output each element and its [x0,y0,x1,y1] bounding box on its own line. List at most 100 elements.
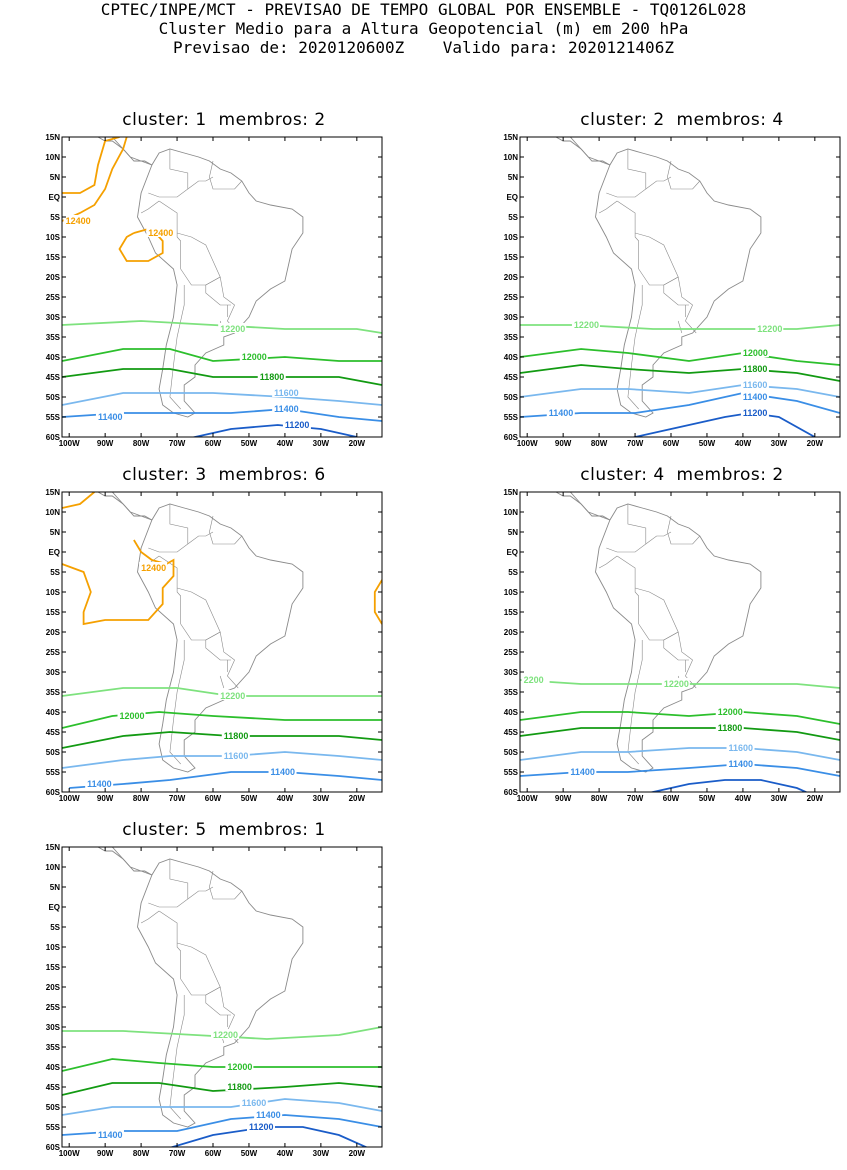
lon-tick-label: 50W [699,439,716,448]
lat-tick-label: 40S [46,1063,61,1072]
header-line-1: CPTEC/INPE/MCT - PREVISAO DE TEMPO GLOBA… [100,0,747,19]
coastline [137,858,304,1128]
lat-tick-label: 10N [503,508,518,517]
country-border [180,268,221,286]
cluster-panel-5: cluster: 5 membros: 1 11200 11400 11400 1160… [22,820,383,1170]
country-border [638,623,679,641]
lon-tick-label: 20W [807,439,824,448]
lat-tick-label: 50S [504,748,519,757]
lat-tick-label: 40S [504,708,519,717]
lat-tick-label: 55S [46,1123,61,1132]
lat-tick-label: 40S [504,353,519,362]
country-border [169,995,185,1120]
contour-label: 11200 [743,408,768,418]
lon-tick-label: 40W [735,794,752,803]
contour-12400 [62,492,95,509]
cluster-panel-3: cluster: 3 membros: 6 11400 11400 11600 1180… [22,465,383,815]
lon-tick-label: 60W [663,439,680,448]
lon-tick-label: 90W [97,1149,114,1158]
country-border [209,870,243,900]
lat-tick-label: 10N [45,153,60,162]
map-plot: 11400 11400 11600 11800 12000 2200 12200 15N 10N… [503,488,841,803]
lon-tick-label: 70W [627,794,644,803]
lat-tick-label: 20S [504,273,519,282]
lat-tick-label: 25S [46,648,61,657]
contour-label: 11600 [224,751,249,761]
contour-12000 [62,1058,382,1072]
lat-tick-label: 45S [46,728,61,737]
lat-tick-label: 35S [46,1043,61,1052]
lat-tick-label: 5S [508,568,518,577]
lat-tick-label: 5S [508,213,518,222]
contour-12000 [62,711,382,729]
lon-tick-label: 80W [133,794,150,803]
lat-tick-label: 10S [504,233,519,242]
lon-tick-label: 60W [205,794,222,803]
contour-label: 11400 [729,759,754,769]
lat-tick-label: 30S [504,668,519,677]
lat-tick-label: 15N [503,488,518,497]
country-border [598,555,618,569]
contour-label: 11800 [260,372,285,382]
lat-tick-label: 25S [46,1003,61,1012]
lat-tick-label: 60S [46,1143,61,1152]
lon-tick-label: 100W [59,439,80,448]
lat-tick-label: EQ [48,903,60,912]
country-border [169,285,185,410]
lon-tick-label: 30W [313,1149,330,1158]
lat-tick-label: 25S [504,293,519,302]
lat-tick-label: 5N [50,173,60,182]
lat-tick-label: 15N [45,488,60,497]
contour-label: 2200 [524,675,544,685]
contour-label: 11400 [549,408,574,418]
country-border [148,859,189,908]
country-border [169,640,185,765]
lat-tick-label: 10S [46,943,61,952]
cluster-panel-2: cluster: 2 membros: 4 11200 11400 11400 1160… [480,110,841,460]
coastline [137,148,304,418]
country-border [635,232,693,306]
lon-tick-label: 70W [627,439,644,448]
lat-tick-label: 55S [504,413,519,422]
contour-label: 11400 [98,1130,123,1140]
lon-tick-label: 50W [699,794,716,803]
contour-label: 12000 [120,711,145,721]
lat-tick-label: 60S [504,788,519,797]
country-border [635,587,693,661]
country-border [177,587,235,661]
lat-tick-label: EQ [506,193,518,202]
map-plot: 11200 11400 11400 11600 11800 12000 12200 15N 10… [45,843,383,1158]
contour-12200 [62,320,382,334]
country-border [205,631,231,661]
lat-tick-label: 5S [50,213,60,222]
lat-tick-label: 55S [46,413,61,422]
contour-11600 [520,747,840,761]
lat-tick-label: 10S [504,588,519,597]
lat-tick-label: 50S [504,393,519,402]
lat-tick-label: 55S [46,768,61,777]
contour-12000 [62,348,382,362]
contour-label: 12200 [213,1030,238,1040]
contour-label: 12000 [227,1062,252,1072]
lat-tick-label: 50S [46,393,61,402]
contour-12400 [62,539,175,626]
country-border [627,640,643,765]
contour-label: 12000 [718,707,743,717]
country-border [158,910,181,979]
lat-tick-label: 40S [46,708,61,717]
contour-label: 12000 [743,348,768,358]
lon-tick-label: 90W [555,439,572,448]
country-border [663,276,689,306]
lon-tick-label: 30W [771,439,788,448]
contour-label: 11600 [274,388,299,398]
contour-12000 [520,348,840,366]
contour-12400 [373,579,382,625]
lat-tick-label: 20S [46,628,61,637]
contour-label: 11200 [249,1122,274,1132]
lat-tick-label: 15N [45,843,60,852]
lon-tick-label: 90W [97,439,114,448]
lat-tick-label: 10S [46,233,61,242]
contour-label: 11800 [743,364,768,374]
contour-label: 12400 [141,563,166,573]
country-border [158,200,181,269]
